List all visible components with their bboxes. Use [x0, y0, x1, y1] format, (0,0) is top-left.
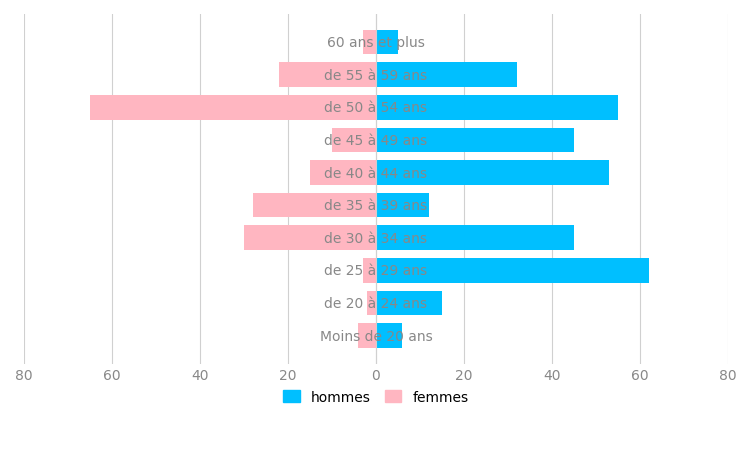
Bar — [359, 323, 376, 348]
Bar — [376, 291, 442, 315]
Text: de 20 à 24 ans: de 20 à 24 ans — [325, 296, 427, 310]
Text: de 55 à 59 ans: de 55 à 59 ans — [324, 69, 428, 83]
Bar — [376, 226, 574, 250]
Bar — [244, 226, 376, 250]
Text: de 40 à 44 ans: de 40 à 44 ans — [325, 166, 427, 180]
Bar — [376, 63, 517, 88]
Bar — [376, 161, 609, 185]
Bar — [376, 258, 649, 283]
Text: de 35 à 39 ans: de 35 à 39 ans — [324, 199, 428, 212]
Bar — [362, 258, 376, 283]
Bar — [332, 129, 376, 153]
Text: de 30 à 34 ans: de 30 à 34 ans — [325, 231, 427, 245]
Text: Moins de 20 ans: Moins de 20 ans — [320, 329, 432, 343]
Bar — [376, 129, 574, 153]
Legend: hommes, femmes: hommes, femmes — [277, 384, 475, 409]
Text: de 45 à 49 ans: de 45 à 49 ans — [324, 133, 428, 147]
Bar — [376, 31, 398, 55]
Bar — [89, 96, 376, 120]
Bar — [362, 31, 376, 55]
Text: 60 ans et plus: 60 ans et plus — [327, 36, 425, 50]
Bar — [376, 323, 402, 348]
Bar — [310, 161, 376, 185]
Bar — [367, 291, 376, 315]
Bar — [253, 193, 376, 218]
Bar — [376, 96, 618, 120]
Bar — [279, 63, 376, 88]
Text: de 50 à 54 ans: de 50 à 54 ans — [325, 101, 427, 115]
Text: de 25 à 29 ans: de 25 à 29 ans — [324, 264, 428, 278]
Bar — [376, 193, 429, 218]
